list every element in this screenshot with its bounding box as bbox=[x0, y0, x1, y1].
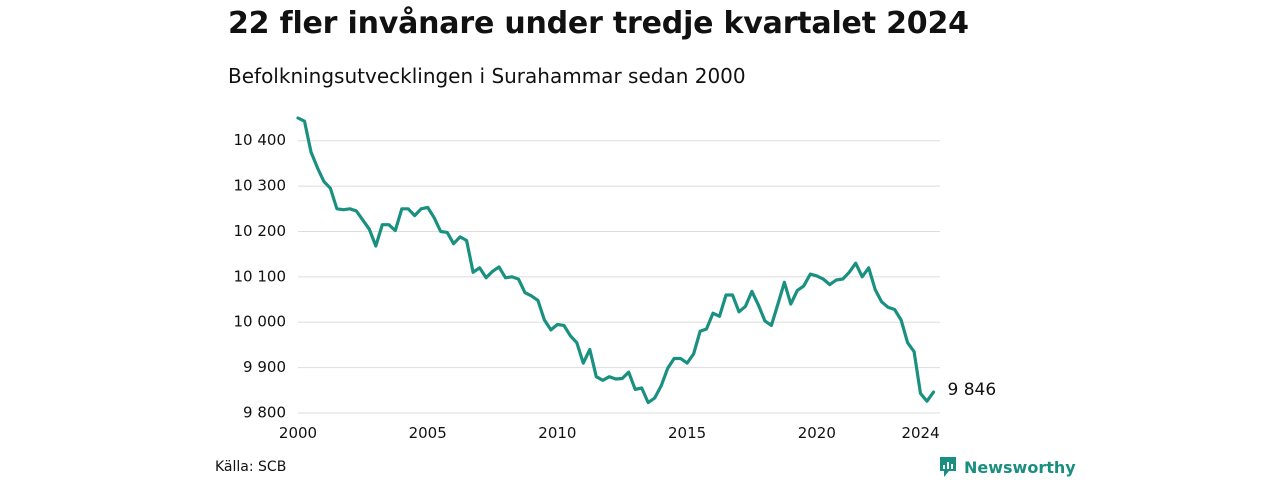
brand-name: Newsworthy bbox=[964, 457, 1076, 477]
x-tick-label: 2024 bbox=[901, 424, 939, 442]
y-tick-label: 10 000 bbox=[234, 313, 287, 331]
chart-subtitle: Befolkningsutvecklingen i Surahammar sed… bbox=[228, 64, 746, 88]
x-tick-label: 2000 bbox=[279, 424, 317, 442]
x-tick-label: 2015 bbox=[668, 424, 706, 442]
series-population: 9 846 bbox=[296, 116, 997, 405]
x-tick-label: 2020 bbox=[798, 424, 836, 442]
x-tick-label: 2005 bbox=[409, 424, 447, 442]
chart-title: 22 fler invånare under tredje kvartalet … bbox=[228, 6, 969, 41]
y-tick-label: 10 300 bbox=[234, 177, 287, 195]
y-tick-label: 10 400 bbox=[234, 131, 287, 149]
y-tick-label: 9 800 bbox=[243, 404, 286, 422]
source-note: Källa: SCB bbox=[215, 459, 287, 475]
y-tick-label: 10 200 bbox=[234, 222, 287, 240]
x-axis-ticks: 2000 2005 2010 2015 2020 2024 bbox=[279, 424, 940, 442]
series-line bbox=[296, 116, 936, 405]
y-axis-ticks: 9 800 9 900 10 000 10 100 10 200 10 300 10 400 bbox=[234, 131, 287, 421]
grid bbox=[298, 140, 940, 414]
x-tick-label: 2010 bbox=[538, 424, 576, 442]
newsworthy-brand[interactable]: Newsworthy bbox=[938, 456, 1076, 478]
y-tick-label: 9 900 bbox=[243, 358, 286, 376]
newsworthy-logo-icon bbox=[940, 457, 956, 477]
y-tick-label: 10 100 bbox=[234, 267, 287, 285]
end-value-label: 9 846 bbox=[948, 380, 997, 400]
